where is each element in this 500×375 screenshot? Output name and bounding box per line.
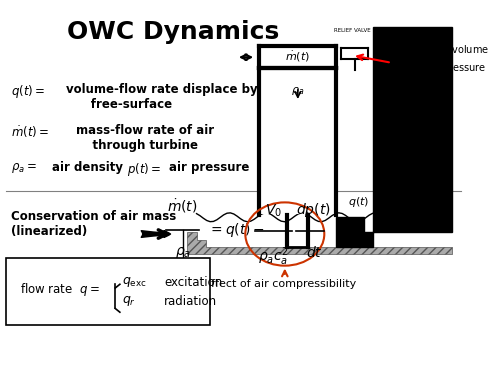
Text: $= q(t)-$: $= q(t)-$ (208, 221, 265, 239)
Text: mass-flow rate of air
    through turbine: mass-flow rate of air through turbine (76, 124, 214, 152)
Text: $\dot{m}(t)$: $\dot{m}(t)$ (168, 198, 198, 215)
Text: $\dot{m}(t)$: $\dot{m}(t)$ (286, 50, 310, 64)
Text: excitation: excitation (164, 276, 222, 289)
Text: Conservation of air mass
(linearized): Conservation of air mass (linearized) (10, 210, 176, 238)
Text: air density: air density (52, 162, 124, 174)
Text: volume-flow rate displace by
      free-surface: volume-flow rate displace by free-surfac… (66, 83, 258, 111)
Text: WAVES: WAVES (406, 183, 444, 192)
Text: $p(t)=$: $p(t)=$ (127, 162, 161, 178)
Text: air pressure: air pressure (168, 162, 249, 174)
Text: $q_r$: $q_r$ (122, 294, 136, 308)
Text: OWC Dynamics: OWC Dynamics (67, 20, 280, 44)
Text: $dt$: $dt$ (306, 245, 322, 260)
Text: $p(t)$ = pressure: $p(t)$ = pressure (410, 62, 486, 75)
Polygon shape (187, 232, 452, 255)
Text: $q_{\rm exc}$: $q_{\rm exc}$ (122, 275, 147, 290)
Text: flow rate  $q=$: flow rate $q=$ (20, 281, 100, 298)
Text: Effect of air compressibility: Effect of air compressibility (204, 279, 356, 289)
Text: RELIEF VALVE: RELIEF VALVE (334, 28, 370, 33)
Text: radiation: radiation (164, 294, 217, 307)
Text: $\dot{m}(t)=$: $\dot{m}(t)=$ (10, 124, 49, 140)
Text: $q(t)$: $q(t)$ (348, 195, 368, 209)
Text: $dp(t)$: $dp(t)$ (296, 201, 331, 219)
Polygon shape (260, 46, 335, 68)
Polygon shape (260, 69, 335, 213)
Text: $V_0$ = air volume: $V_0$ = air volume (410, 43, 490, 57)
Text: $\rho_a$: $\rho_a$ (174, 245, 190, 260)
Text: $V_0$: $V_0$ (264, 203, 281, 219)
Text: $\rho_a$: $\rho_a$ (291, 85, 304, 97)
Polygon shape (336, 27, 452, 247)
FancyBboxPatch shape (6, 258, 210, 325)
Text: $q(t)=$: $q(t)=$ (10, 83, 45, 100)
Text: $\rho_a c_a^2$: $\rho_a c_a^2$ (258, 245, 288, 268)
Text: $\rho_a=$: $\rho_a=$ (10, 162, 36, 176)
